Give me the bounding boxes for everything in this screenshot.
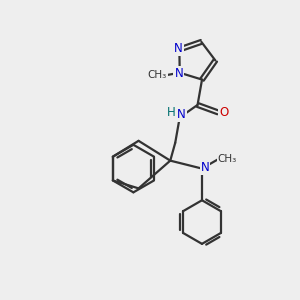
Text: N: N — [174, 67, 183, 80]
Text: N: N — [201, 161, 209, 174]
Text: O: O — [219, 106, 229, 119]
Text: N: N — [177, 108, 186, 121]
Text: H: H — [167, 106, 175, 119]
Text: CH₃: CH₃ — [218, 154, 237, 164]
Text: N: N — [174, 42, 183, 55]
Text: CH₃: CH₃ — [148, 70, 167, 80]
